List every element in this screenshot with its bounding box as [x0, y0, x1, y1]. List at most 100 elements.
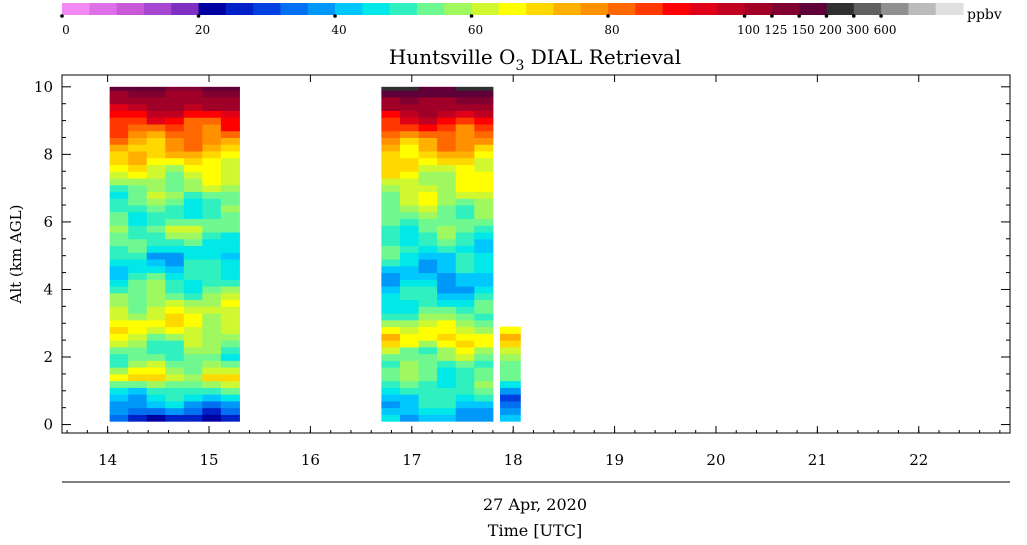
heatmap-cell [109, 218, 129, 226]
heatmap-cell [381, 299, 401, 307]
heatmap-cell [220, 245, 240, 253]
heatmap-cell [474, 90, 494, 98]
colorbar-unit-label: ppbv [967, 7, 1002, 23]
heatmap-cell [128, 225, 148, 233]
heatmap-cell [109, 387, 129, 395]
heatmap-cell [202, 380, 222, 388]
heatmap-cell [146, 380, 166, 388]
heatmap-cell [183, 144, 203, 152]
heatmap-cell [381, 373, 401, 382]
heatmap-cell [128, 110, 148, 118]
heatmap-cell [146, 171, 166, 179]
heatmap-cell [474, 265, 494, 274]
heatmap-cell [455, 164, 475, 172]
heatmap-cell [381, 171, 401, 179]
heatmap-cell [109, 245, 129, 253]
heatmap-cell [418, 144, 438, 152]
heatmap-cell [474, 319, 494, 328]
heatmap-cell [381, 265, 401, 274]
heatmap-cell [202, 245, 222, 253]
heatmap-cell [455, 367, 475, 375]
heatmap-cell [381, 367, 401, 375]
heatmap-cell [165, 380, 185, 388]
heatmap-cell [202, 340, 222, 348]
heatmap-cell [202, 130, 222, 138]
heatmap-cell [418, 252, 438, 260]
heatmap-cell [146, 110, 166, 118]
x-tick-label: 16 [301, 451, 320, 469]
heatmap-cell [418, 171, 438, 179]
heatmap-cell [146, 319, 166, 328]
heatmap-cell [146, 346, 166, 355]
heatmap-cell [474, 400, 494, 409]
colorbar-swatch [662, 3, 691, 15]
heatmap-cell [220, 164, 240, 172]
heatmap-cell [165, 238, 185, 247]
heatmap-cell [474, 394, 494, 402]
heatmap-cell [381, 340, 401, 348]
heatmap-cell [418, 123, 438, 132]
heatmap-cell [109, 394, 129, 402]
heatmap-cell [455, 313, 475, 321]
heatmap-cell [381, 353, 401, 361]
heatmap-cell [128, 265, 148, 274]
heatmap-cell [381, 252, 401, 260]
heatmap-cell [128, 272, 148, 280]
heatmap-cell [109, 373, 129, 382]
heatmap-cell [220, 346, 240, 355]
heatmap-cell [455, 245, 475, 253]
heatmap-cell [165, 407, 185, 415]
heatmap-cell [381, 238, 401, 247]
heatmap-cell [128, 157, 148, 165]
heatmap-cell [183, 394, 203, 402]
heatmap-cell [220, 96, 240, 105]
heatmap-cell [183, 164, 203, 172]
heatmap-cell [381, 360, 401, 368]
heatmap-cell [381, 245, 401, 253]
heatmap-cell [455, 218, 475, 226]
heatmap-cell [128, 319, 148, 328]
heatmap-cell [474, 198, 494, 206]
heatmap-cell [183, 407, 203, 415]
heatmap-cell [418, 245, 438, 253]
heatmap-cell [455, 265, 475, 274]
heatmap-cell [418, 380, 438, 388]
heatmap-cell [418, 90, 438, 98]
heatmap-cell [437, 137, 457, 145]
heatmap-cell [146, 225, 166, 233]
heatmap-cell [146, 130, 166, 138]
heatmap-cell [399, 130, 420, 138]
heatmap-cell [418, 394, 438, 402]
heatmap-cell [474, 103, 494, 111]
heatmap-cell [399, 360, 420, 368]
heatmap-cell [474, 407, 494, 415]
heatmap-cell [183, 198, 203, 206]
heatmap-cell [437, 400, 457, 409]
heatmap-cell [165, 292, 185, 301]
colorbar-swatch [717, 3, 746, 15]
heatmap-cell [109, 299, 129, 307]
heatmap-cell [109, 110, 129, 118]
heatmap-cell [437, 373, 457, 382]
heatmap-cell [165, 346, 185, 355]
heatmap-cell [202, 313, 222, 321]
heatmap-cell [183, 353, 203, 361]
heatmap-cell [455, 306, 475, 314]
heatmap-cell [202, 117, 222, 125]
heatmap-cell [220, 110, 240, 118]
y-tick-label: 0 [43, 416, 53, 434]
heatmap-cell [418, 373, 438, 382]
heatmap-cell [183, 367, 203, 375]
colorbar-tick-label: 600 [874, 23, 897, 37]
heatmap-cell [202, 279, 222, 287]
heatmap-cell [128, 238, 148, 247]
heatmap-cell [146, 86, 166, 91]
heatmap-cell [202, 414, 222, 422]
heatmap-cell [399, 232, 420, 240]
heatmap-cell [437, 319, 457, 328]
heatmap-cell [455, 400, 475, 409]
heatmap-cell [220, 353, 240, 361]
heatmap-cell [455, 90, 475, 98]
heatmap-cell [399, 164, 420, 172]
